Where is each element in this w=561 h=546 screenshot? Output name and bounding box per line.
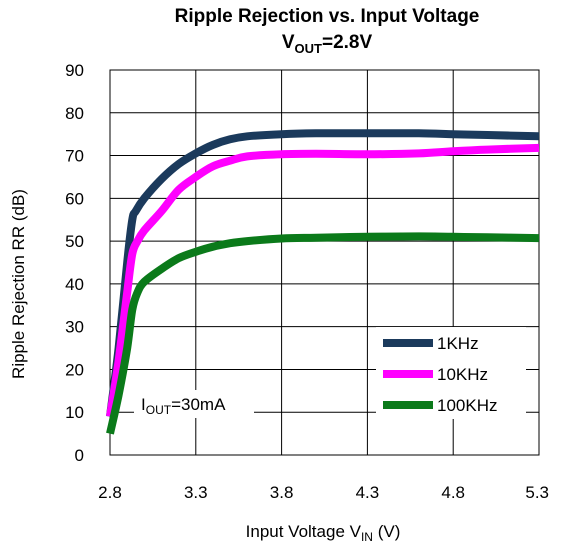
chart-title: Ripple Rejection vs. Input Voltage <box>175 6 480 27</box>
y-tick-label: 60 <box>65 189 84 208</box>
series-line-1khz <box>106 129 540 417</box>
x-tick-label: 3.8 <box>270 483 294 502</box>
series-layer <box>106 129 540 435</box>
y-tick-label: 40 <box>65 275 84 294</box>
y-tick-label: 0 <box>75 446 84 465</box>
y-axis-ticks: 0 10 20 30 40 50 60 70 80 90 <box>65 61 84 465</box>
x-tick-label: 2.8 <box>98 483 122 502</box>
y-tick-label: 80 <box>65 104 84 123</box>
x-tick-label: 4.3 <box>356 483 380 502</box>
x-axis-ticks: 2.8 3.3 3.8 4.3 4.8 5.3 <box>98 483 549 502</box>
x-axis-label: Input Voltage VIN (V) <box>246 522 401 544</box>
x-tick-label: 3.3 <box>184 483 208 502</box>
y-tick-label: 90 <box>65 61 84 80</box>
legend-label-100khz: 100KHz <box>437 396 497 415</box>
x-tick-label: 4.8 <box>441 483 465 502</box>
series-line-100khz <box>106 232 540 435</box>
annotation-iout: IOUT=30mA <box>141 395 226 417</box>
legend-label-10khz: 10KHz <box>437 365 488 384</box>
series-line-10khz <box>106 143 540 418</box>
y-tick-label: 20 <box>65 360 84 379</box>
legend: 1KHz 10KHz 100KHz <box>376 327 526 419</box>
x-tick-label: 5.3 <box>525 483 549 502</box>
y-tick-label: 30 <box>65 318 84 337</box>
annotation-background <box>134 390 254 418</box>
plot-frame <box>109 69 540 456</box>
y-tick-label: 10 <box>65 403 84 422</box>
y-tick-label: 50 <box>65 232 84 251</box>
legend-label-1khz: 1KHz <box>437 334 479 353</box>
y-axis-label: Ripple Rejection RR (dB) <box>9 189 28 379</box>
y-tick-label: 70 <box>65 147 84 166</box>
chart-subtitle: VOUT=2.8V <box>282 32 373 56</box>
